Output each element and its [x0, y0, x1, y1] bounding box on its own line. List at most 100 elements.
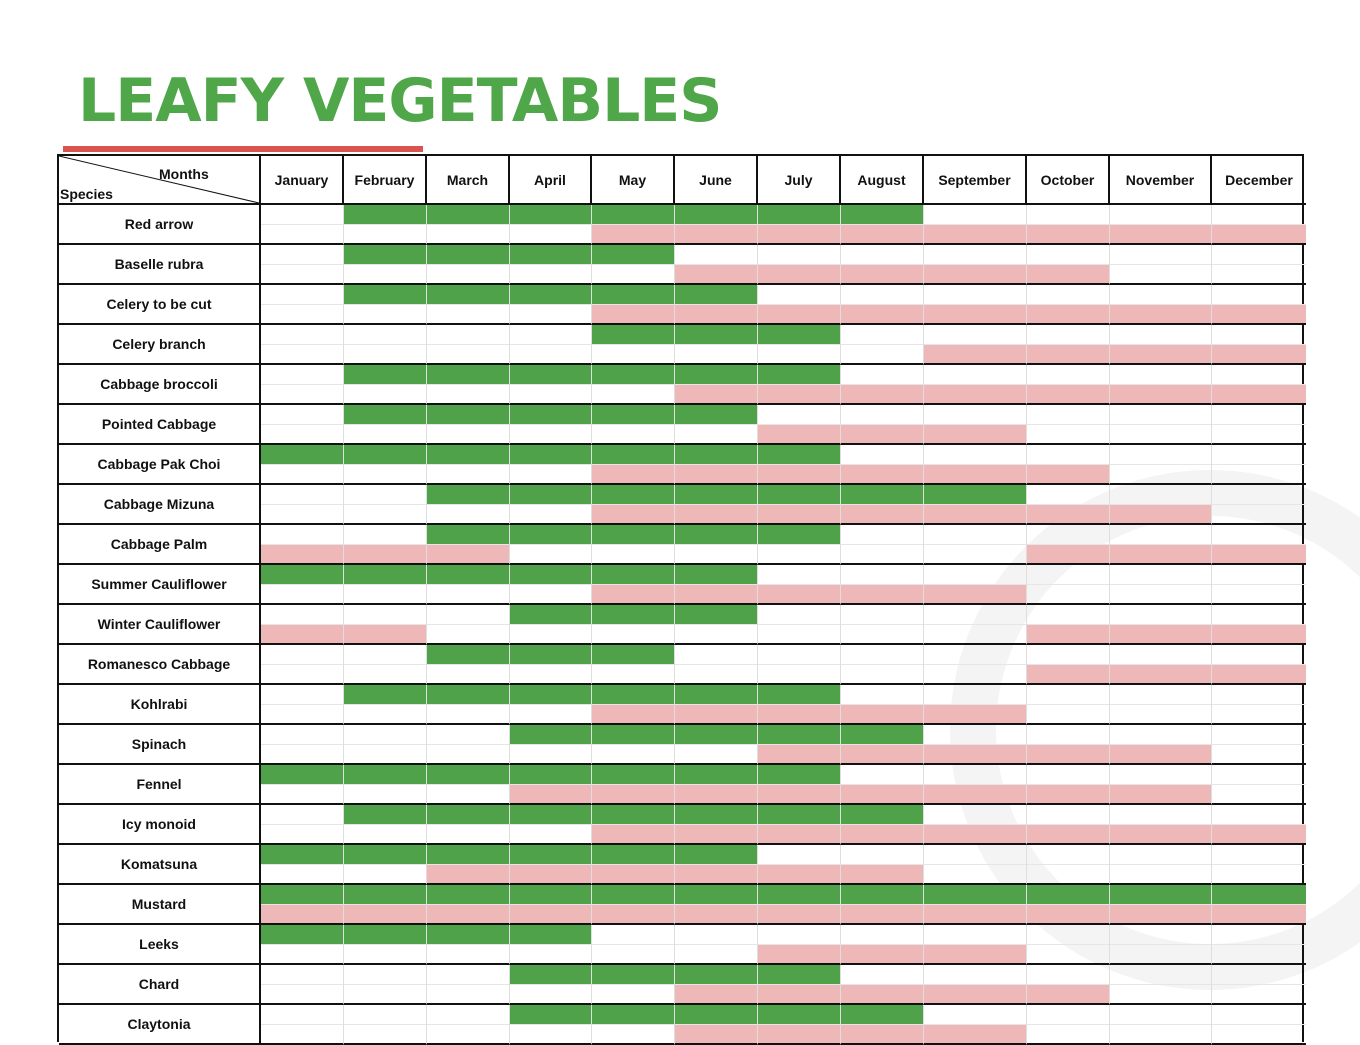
month-cell: [510, 605, 592, 645]
month-cell: [924, 245, 1027, 285]
empty-slot: [1212, 525, 1306, 545]
empty-slot: [1110, 245, 1211, 265]
harvest-bar-segment: [427, 544, 509, 563]
month-cell: [924, 405, 1027, 445]
sowing-bar-segment: [344, 845, 426, 865]
sowing-bar-segment: [592, 205, 674, 225]
month-cell: [841, 685, 924, 725]
sowing-bar-segment: [592, 805, 674, 825]
month-cell: [841, 485, 924, 525]
month-cell: [261, 765, 344, 805]
empty-slot: [261, 1025, 343, 1044]
empty-slot: [592, 945, 674, 964]
sowing-bar-segment: [592, 445, 674, 465]
empty-slot: [675, 425, 757, 444]
harvest-bar-segment: [758, 504, 840, 523]
month-cell: [1212, 965, 1306, 1005]
empty-slot: [1212, 965, 1306, 985]
sowing-bar-segment: [758, 965, 840, 985]
sowing-bar-segment: [592, 725, 674, 745]
empty-slot: [841, 365, 923, 385]
empty-slot: [841, 765, 923, 785]
harvest-bar-segment: [1027, 224, 1109, 243]
month-cell: [344, 685, 427, 725]
empty-slot: [510, 265, 591, 284]
month-cell: [427, 925, 510, 965]
harvest-bar-segment: [1027, 384, 1109, 403]
empty-slot: [1212, 425, 1306, 444]
harvest-bar-segment: [592, 504, 674, 523]
sowing-bar-segment: [344, 445, 426, 465]
harvest-bar-segment: [924, 984, 1026, 1003]
species-cell: Chard: [59, 965, 261, 1005]
harvest-bar-segment: [1027, 304, 1109, 323]
empty-slot: [510, 985, 591, 1004]
month-cell: [592, 565, 675, 605]
month-cell: [1027, 365, 1110, 405]
sowing-bar-segment: [592, 285, 674, 305]
month-header-february: February: [344, 156, 427, 205]
month-cell: [841, 965, 924, 1005]
harvest-bar-segment: [592, 464, 674, 483]
empty-slot: [261, 945, 343, 964]
month-cell: [427, 285, 510, 325]
harvest-bar-segment: [675, 304, 757, 323]
harvest-bar-segment: [1110, 784, 1211, 803]
empty-slot: [1212, 925, 1306, 945]
month-cell: [344, 725, 427, 765]
empty-slot: [1212, 805, 1306, 825]
month-cell: [1212, 285, 1306, 325]
empty-slot: [344, 425, 426, 444]
harvest-bar-segment: [924, 784, 1026, 803]
empty-slot: [1212, 265, 1306, 284]
sowing-bar-segment: [841, 725, 923, 745]
month-cell: [675, 485, 758, 525]
month-cell: [841, 1005, 924, 1045]
month-cell: [758, 525, 841, 565]
month-cell: [261, 205, 344, 245]
sowing-bar-segment: [510, 885, 591, 905]
month-cell: [1027, 485, 1110, 525]
empty-slot: [1212, 205, 1306, 225]
sowing-bar-segment: [344, 765, 426, 785]
harvest-bar-segment: [758, 944, 840, 963]
empty-slot: [924, 625, 1026, 644]
empty-slot: [1110, 565, 1211, 585]
empty-slot: [261, 805, 343, 825]
month-cell: [1110, 565, 1212, 605]
empty-slot: [592, 425, 674, 444]
empty-slot: [1212, 365, 1306, 385]
month-cell: [344, 645, 427, 685]
month-cell: [344, 365, 427, 405]
empty-slot: [1027, 645, 1109, 665]
empty-slot: [427, 625, 509, 644]
month-cell: [592, 205, 675, 245]
empty-slot: [344, 265, 426, 284]
month-cell: [675, 525, 758, 565]
empty-slot: [1110, 685, 1211, 705]
month-cell: [1027, 765, 1110, 805]
harvest-bar-segment: [1027, 544, 1109, 563]
month-cell: [841, 285, 924, 325]
empty-slot: [510, 825, 591, 844]
empty-slot: [261, 405, 343, 425]
harvest-bar-segment: [841, 304, 923, 323]
month-cell: [344, 205, 427, 245]
empty-slot: [344, 865, 426, 884]
empty-slot: [344, 945, 426, 964]
sowing-bar-segment: [592, 765, 674, 785]
harvest-bar-segment: [1110, 544, 1211, 563]
empty-slot: [1027, 445, 1109, 465]
month-cell: [1027, 925, 1110, 965]
month-cell: [675, 405, 758, 445]
empty-slot: [261, 725, 343, 745]
month-cell: [924, 645, 1027, 685]
empty-slot: [841, 405, 923, 425]
month-cell: [510, 565, 592, 605]
month-cell: [1110, 805, 1212, 845]
empty-slot: [1212, 585, 1306, 604]
harvest-bar-segment: [924, 704, 1026, 723]
empty-slot: [1110, 485, 1211, 505]
month-header-april: April: [510, 156, 592, 205]
month-cell: [261, 245, 344, 285]
